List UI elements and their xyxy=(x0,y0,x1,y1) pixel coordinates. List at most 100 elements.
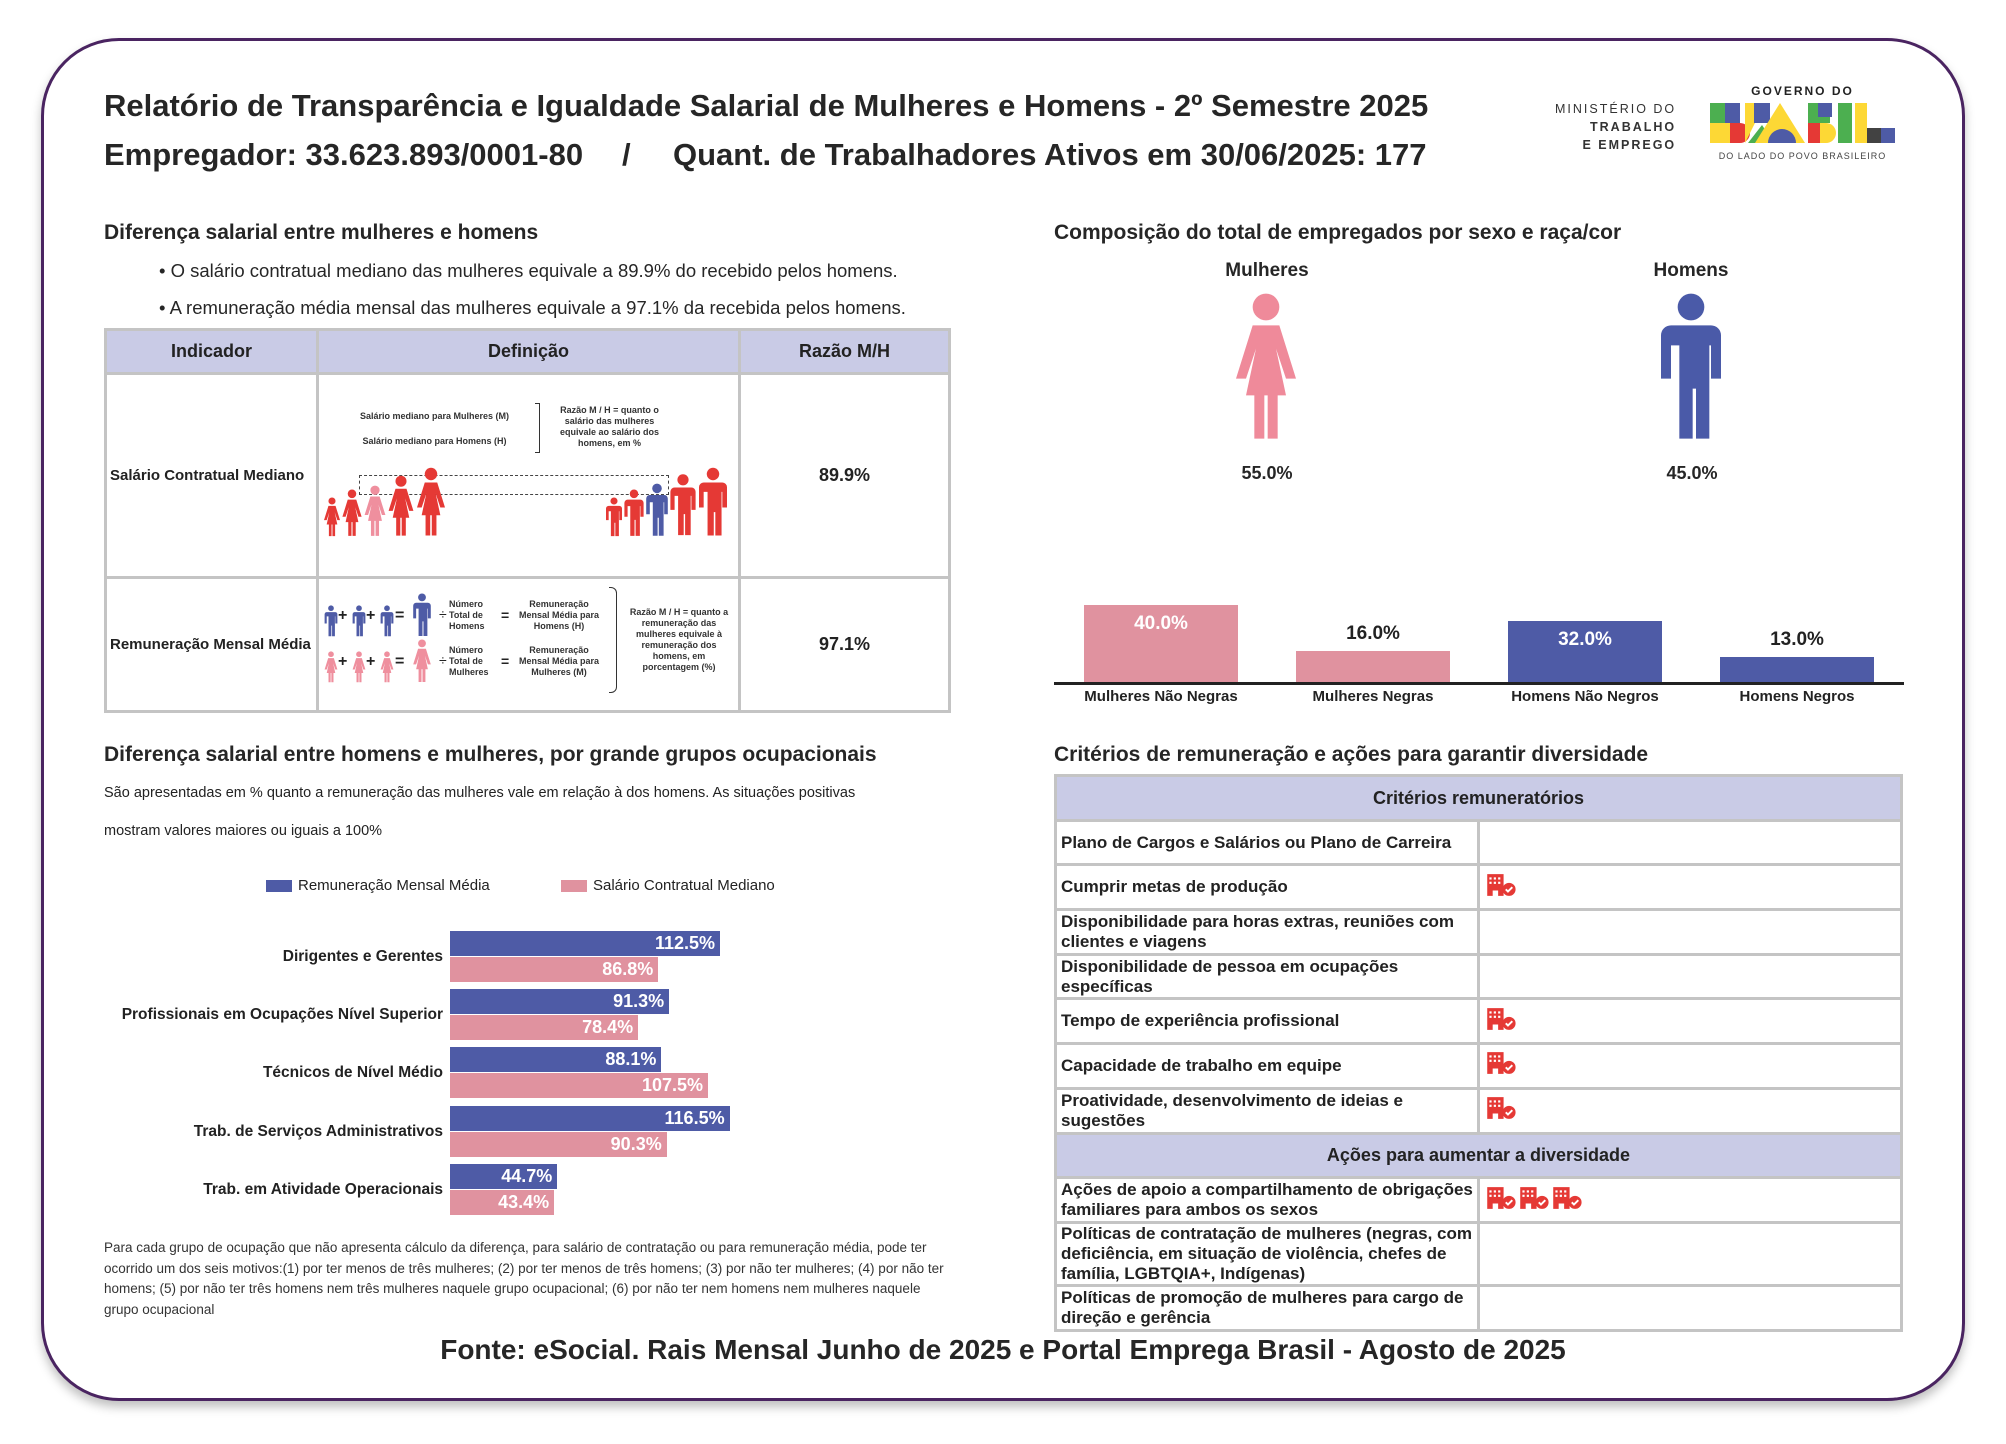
brace xyxy=(535,403,540,453)
criteria-status xyxy=(1477,1283,1903,1332)
ministry-line: MINISTÉRIO DO xyxy=(1555,102,1677,116)
equals-sign: = xyxy=(501,653,510,669)
criteria-status xyxy=(1477,1042,1903,1090)
bar-value-label: 13.0% xyxy=(1770,629,1824,651)
category-label: Homens Negros xyxy=(1739,688,1855,705)
bar: 107.5% xyxy=(450,1073,708,1098)
bar: 116.5% xyxy=(450,1106,730,1131)
divide-sign: ÷ xyxy=(439,606,447,622)
plus-sign: + xyxy=(366,653,376,670)
median-men-text: Salário mediano para Homens (H) xyxy=(362,436,507,446)
divide-sign: ÷ xyxy=(439,652,447,668)
gap-section-title: Diferença salarial entre mulheres e home… xyxy=(104,221,539,244)
building-check-icon xyxy=(1486,872,1517,897)
ministry-logo: MINISTÉRIO DO TRABALHO E EMPREGO xyxy=(1555,100,1676,154)
ratio-cell: 97.1% xyxy=(738,576,951,713)
composition-title: Composição do total de empregados por se… xyxy=(1054,221,1622,244)
equals-sign: = xyxy=(395,607,405,624)
criteria-label: Cumprir metas de produção xyxy=(1054,863,1480,912)
criteria-label: Capacidade de trabalho em equipe xyxy=(1054,1042,1480,1090)
definition-cell: + + = + + = ÷ ÷ Número Total de Homens N… xyxy=(316,576,741,713)
bar: 90.3% xyxy=(450,1132,667,1157)
source-footer: Fonte: eSocial. Rais Mensal Junho de 202… xyxy=(440,1334,1566,1365)
criteria-label: Políticas de promoção de mulheres para c… xyxy=(1054,1283,1480,1332)
criteria-label: Disponibilidade de pessoa em ocupações e… xyxy=(1054,952,1480,1001)
gap-bullet: • A remuneração média mensal das mulhere… xyxy=(159,297,906,318)
legend-item: Remuneração Mensal Média xyxy=(266,877,490,894)
brasil-wordmark-icon xyxy=(1710,103,1895,143)
criteria-label: Plano de Cargos e Salários ou Plano de C… xyxy=(1054,818,1480,867)
occupational-title: Diferença salarial entre homens e mulher… xyxy=(104,743,877,766)
man-icon xyxy=(1661,293,1721,439)
category-label: Profissionais em Ocupações Nível Superio… xyxy=(121,1006,443,1023)
legend-label: Remuneração Mensal Média xyxy=(298,877,490,894)
bar-value-label: 16.0% xyxy=(1346,623,1400,645)
criteria-status xyxy=(1477,1176,1903,1224)
active-workers: Quant. de Trabalhadores Ativos em 30/06/… xyxy=(673,137,1427,172)
criteria-label: Tempo de experiência profissional xyxy=(1054,997,1480,1046)
legend-label: Salário Contratual Mediano xyxy=(593,877,775,894)
occupational-footnote: Para cada grupo de ocupação que não apre… xyxy=(104,1240,944,1317)
table-row: Capacidade de trabalho em equipe xyxy=(1054,1042,1903,1090)
table-row: Salário Contratual Mediano Salário media… xyxy=(104,372,951,579)
bar xyxy=(1296,651,1450,682)
criteria-status xyxy=(1477,908,1903,956)
criteria-title: Critérios de remuneração e ações para ga… xyxy=(1054,743,1649,766)
indicator-cell: Remuneração Mensal Média xyxy=(104,576,319,713)
ministry-line: TRABALHO xyxy=(1590,120,1677,134)
criteria-section-header: Critérios remuneratórios xyxy=(1054,774,1903,822)
men-label: Homens xyxy=(1653,260,1729,281)
bar xyxy=(1508,620,1662,682)
category-label: Trab. em Atividade Operacionais xyxy=(203,1181,443,1198)
table-row: Políticas de promoção de mulheres para c… xyxy=(1054,1283,1903,1332)
criteria-section-header: Ações para aumentar a diversidade xyxy=(1054,1131,1903,1180)
criteria-status xyxy=(1477,818,1903,867)
gap-table: Indicador Definição Razão M/H Salário Cont… xyxy=(104,328,951,713)
gov-brasil-logo: GOVERNO DO DO LADO DO POVO BRASILEIRO xyxy=(1710,84,1895,161)
building-check-icon xyxy=(1486,1096,1517,1121)
table-row: Plano de Cargos e Salários ou Plano de C… xyxy=(1054,818,1903,867)
plus-sign: + xyxy=(366,607,376,624)
building-check-icon xyxy=(1486,1185,1517,1210)
ratio-note: Razão M / H = quanto o salário das mulhe… xyxy=(559,405,660,448)
definition-cell: Salário mediano para Mulheres (M) Salári… xyxy=(316,372,741,579)
table-row: Disponibilidade de pessoa em ocupações e… xyxy=(1054,952,1903,1001)
table-row: Disponibilidade para horas extras, reuni… xyxy=(1054,908,1903,956)
employer-id: Empregador: 33.623.893/0001-80 xyxy=(104,137,584,172)
table-row: Políticas de contratação de mulheres (ne… xyxy=(1054,1220,1903,1287)
table-row: Tempo de experiência profissional xyxy=(1054,997,1903,1046)
people-pictogram-icon xyxy=(324,467,727,537)
bar: 88.1% xyxy=(450,1047,662,1072)
bar xyxy=(1084,605,1238,682)
category-label: Técnicos de Nível Médio xyxy=(262,1064,443,1081)
gap-bullet: • O salário contratual mediano das mulhe… xyxy=(159,260,898,281)
criteria-table: Critérios remuneratórios Plano de Cargos … xyxy=(1054,774,1903,1332)
total-women-text: Número Total de Mulheres xyxy=(449,645,489,677)
indicator-cell: Salário Contratual Mediano xyxy=(104,372,319,579)
legend-item: Salário Contratual Mediano xyxy=(561,877,775,894)
table-row: Proatividade, desenvolvimento de ideias … xyxy=(1054,1086,1903,1135)
bar: 112.5% xyxy=(450,931,720,956)
woman-icon xyxy=(1236,293,1296,439)
table-row: Remuneração Mensal Média + + = + + = ÷ ÷… xyxy=(104,576,951,713)
criteria-label: Proatividade, desenvolvimento de ideias … xyxy=(1054,1086,1480,1135)
bar: 43.4% xyxy=(450,1190,555,1215)
race-composition-chart: 40.0% Mulheres Não Negras 16.0% Mulheres Ne… xyxy=(1054,560,1904,720)
plus-sign: + xyxy=(338,653,348,670)
criteria-status xyxy=(1477,997,1903,1046)
occupational-desc: São apresentadas em % quanto a remuneraç… xyxy=(104,785,856,801)
col-header: Definição xyxy=(316,328,741,375)
equals-sign: = xyxy=(501,607,510,623)
criteria-status xyxy=(1477,1220,1903,1287)
avg-pay-men-text: Remuneração Mensal Média para Homens (H) xyxy=(518,599,600,631)
bar xyxy=(1720,657,1874,682)
bar: 86.8% xyxy=(450,957,659,982)
category-label: Mulheres Não Negras xyxy=(1084,688,1238,705)
men-percent: 45.0% xyxy=(1666,463,1718,483)
logo-tagline: DO LADO DO POVO BRASILEIRO xyxy=(1718,151,1887,161)
avg-pay-women-text: Remuneração Mensal Média para Mulheres (… xyxy=(518,645,600,677)
criteria-label: Políticas de contratação de mulheres (ne… xyxy=(1054,1220,1480,1287)
brace xyxy=(609,587,617,693)
building-check-icon xyxy=(1552,1185,1583,1210)
bar-value-label: 32.0% xyxy=(1558,628,1612,650)
